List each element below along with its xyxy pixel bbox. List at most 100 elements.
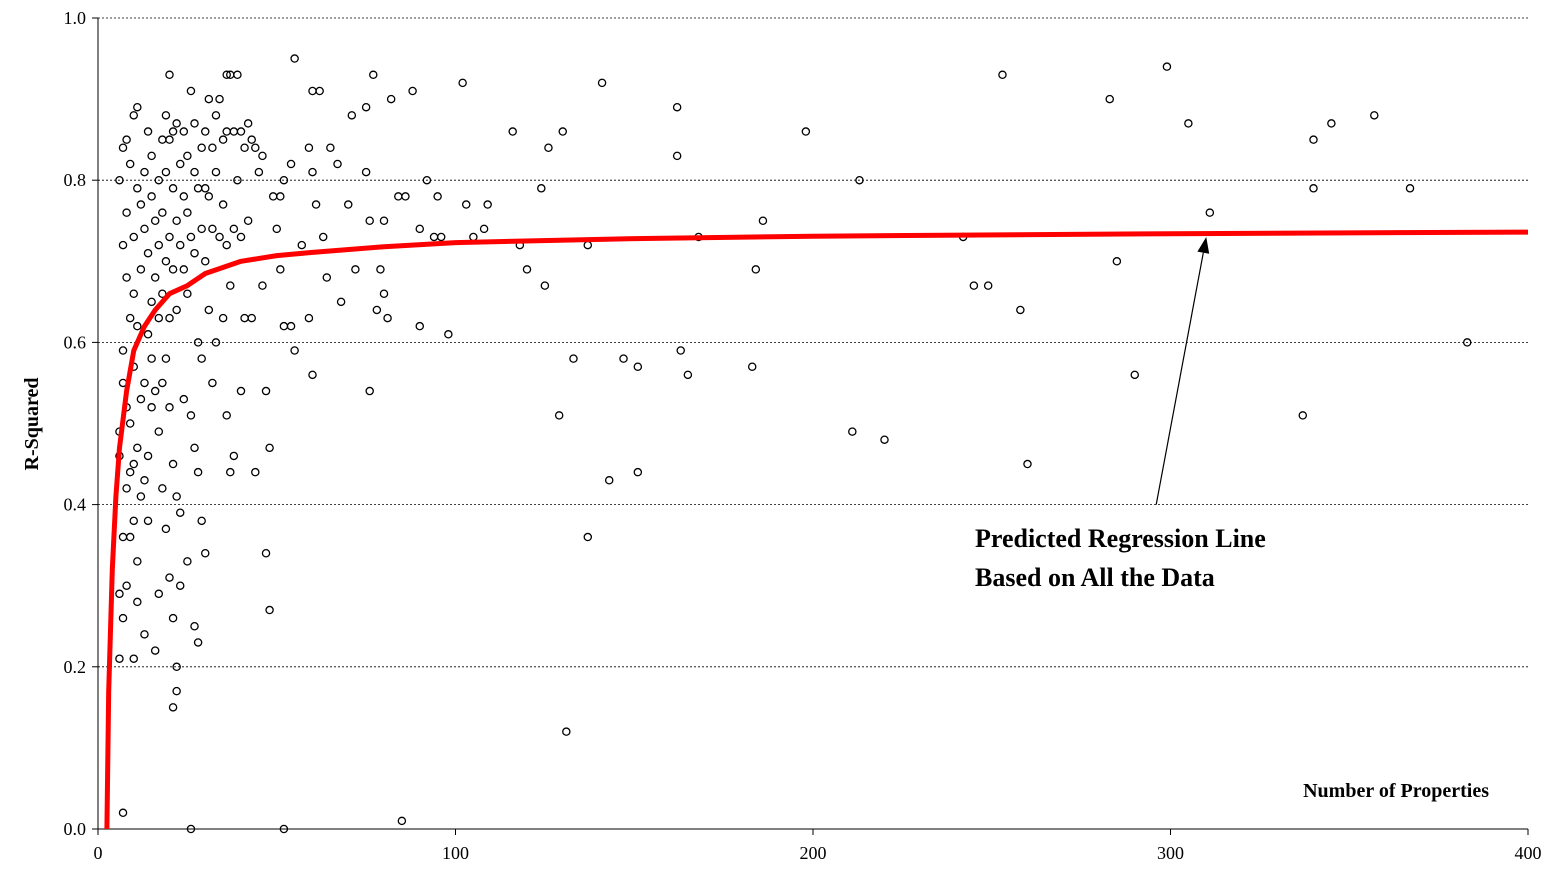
data-point bbox=[415, 321, 424, 331]
data-point bbox=[200, 549, 210, 558]
data-point bbox=[286, 159, 296, 169]
data-point bbox=[258, 151, 267, 161]
data-point bbox=[129, 654, 138, 663]
data-point bbox=[193, 467, 203, 477]
data-point bbox=[236, 127, 246, 136]
data-point bbox=[165, 70, 174, 80]
data-point bbox=[154, 240, 164, 250]
data-point bbox=[183, 208, 192, 217]
gridlines bbox=[98, 17, 1528, 668]
data-point bbox=[672, 102, 682, 112]
data-point bbox=[133, 321, 142, 331]
data-point bbox=[304, 313, 314, 323]
data-point bbox=[133, 102, 142, 112]
data-point bbox=[168, 127, 178, 136]
data-point bbox=[197, 516, 206, 526]
data-point bbox=[143, 451, 153, 461]
data-point bbox=[479, 224, 489, 234]
data-point bbox=[172, 119, 181, 128]
data-point bbox=[1327, 119, 1336, 128]
data-point bbox=[118, 532, 128, 542]
data-point bbox=[154, 427, 164, 436]
x-tick-label: 0 bbox=[94, 843, 103, 863]
data-point bbox=[308, 370, 317, 380]
data-point bbox=[633, 362, 643, 371]
data-point bbox=[265, 605, 274, 615]
data-point bbox=[147, 297, 156, 307]
data-point bbox=[619, 354, 628, 363]
data-point bbox=[247, 135, 256, 144]
data-point bbox=[175, 159, 185, 169]
data-point bbox=[122, 273, 131, 282]
data-point bbox=[236, 232, 246, 242]
data-point bbox=[265, 443, 274, 453]
data-point bbox=[172, 305, 181, 315]
data-point bbox=[211, 338, 221, 347]
y-tick-labels: 0.0 0.2 0.4 0.6 0.8 1.0 bbox=[64, 8, 87, 839]
data-point bbox=[125, 532, 135, 542]
data-point bbox=[326, 143, 335, 153]
data-point bbox=[197, 224, 206, 234]
data-point bbox=[251, 467, 260, 477]
data-point bbox=[522, 265, 532, 274]
data-point bbox=[554, 411, 564, 420]
data-point bbox=[408, 86, 417, 96]
data-point bbox=[122, 581, 131, 590]
data-point bbox=[211, 111, 221, 120]
data-point bbox=[458, 78, 467, 88]
data-point bbox=[676, 346, 685, 355]
data-point bbox=[186, 411, 196, 420]
data-point bbox=[158, 484, 167, 493]
data-point bbox=[261, 386, 271, 396]
data-point bbox=[422, 175, 432, 185]
data-point bbox=[118, 346, 128, 355]
data-point bbox=[848, 427, 857, 436]
data-point bbox=[1016, 305, 1025, 315]
data-point bbox=[168, 184, 178, 193]
data-point bbox=[229, 451, 239, 461]
data-point bbox=[204, 94, 214, 104]
data-point bbox=[133, 597, 142, 607]
data-point bbox=[969, 281, 979, 290]
data-point bbox=[154, 589, 164, 599]
annotation-arrowhead bbox=[1197, 236, 1210, 254]
data-point bbox=[125, 467, 135, 477]
y-tick-label: 0.8 bbox=[64, 170, 87, 190]
data-point bbox=[200, 127, 210, 136]
data-point bbox=[118, 613, 128, 623]
data-point bbox=[179, 265, 189, 274]
data-point bbox=[208, 143, 217, 153]
data-point bbox=[415, 224, 424, 234]
data-point bbox=[165, 232, 174, 242]
data-point bbox=[386, 94, 396, 104]
data-point bbox=[158, 208, 167, 217]
data-point bbox=[154, 313, 164, 323]
data-point bbox=[297, 240, 307, 250]
data-point bbox=[569, 354, 578, 363]
data-point bbox=[175, 240, 185, 250]
data-point bbox=[276, 265, 285, 274]
data-point bbox=[436, 232, 446, 242]
data-point bbox=[147, 403, 156, 412]
data-point bbox=[247, 313, 256, 323]
data-point bbox=[258, 281, 267, 290]
data-point bbox=[115, 589, 124, 599]
data-point bbox=[751, 265, 761, 274]
data-point bbox=[150, 646, 160, 655]
data-point bbox=[161, 257, 171, 266]
data-point bbox=[1130, 370, 1140, 380]
data-point bbox=[158, 289, 167, 298]
data-point bbox=[125, 159, 135, 169]
data-point bbox=[140, 476, 149, 485]
data-point bbox=[1205, 208, 1215, 217]
data-point bbox=[172, 216, 181, 225]
data-point bbox=[147, 192, 156, 201]
data-point bbox=[604, 476, 614, 485]
data-point bbox=[200, 184, 210, 193]
data-point bbox=[397, 816, 407, 826]
data-point bbox=[165, 573, 174, 582]
data-point bbox=[172, 492, 181, 501]
annotation-line-2: Based on All the Data bbox=[975, 563, 1215, 592]
data-point bbox=[1105, 94, 1114, 104]
data-point bbox=[672, 151, 682, 161]
